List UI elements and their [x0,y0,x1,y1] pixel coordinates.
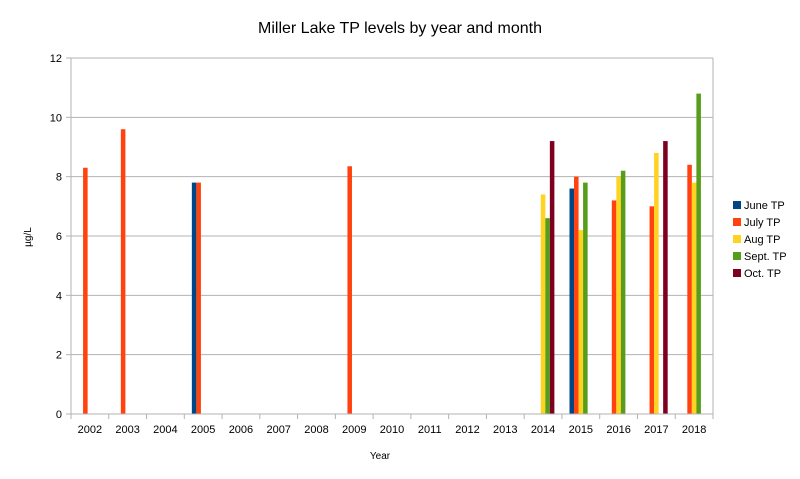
bar-june-tp [191,182,197,414]
x-tick-label: 2007 [266,424,290,436]
y-tick-label: 0 [56,409,62,421]
bar-july-tp [83,167,88,414]
x-tick-label: 2002 [78,424,102,436]
bar-aug-tp [578,230,584,414]
legend-label: Sept. TP [744,251,787,263]
bar-sept-tp [583,182,588,414]
axes [66,57,714,419]
x-tick-label: 2003 [115,424,139,436]
bar-aug-tp [654,152,659,414]
legend: June TP July TP Aug TP Sept. TP Oct. TP [733,200,787,280]
legend-swatch [733,218,741,226]
x-tick-label: 2017 [644,424,668,436]
bar-july-tp [687,164,692,414]
legend-label: Oct. TP [744,268,781,280]
bar-june-tp [569,188,575,414]
x-tick-label: 2010 [380,424,404,436]
legend-swatch [733,269,741,277]
x-tick-label: 2012 [455,424,479,436]
legend-label: June TP [744,200,785,212]
x-tick-label: 2004 [153,424,177,436]
y-tick-label: 10 [50,112,62,124]
y-tick-label: 12 [50,53,62,65]
legend-swatch [733,201,741,209]
bar-july-tp [120,129,126,414]
y-tick-label: 8 [56,172,62,184]
x-tick-label: 2013 [493,424,517,436]
bar-aug-tp [540,194,546,414]
y-tick-label: 4 [56,290,62,302]
gridlines [71,57,713,415]
legend-swatch [733,235,741,243]
x-tick-label: 2018 [682,424,706,436]
chart-title: Miller Lake TP levels by year and month [258,20,542,37]
legend-label: July TP [744,217,780,229]
x-tick-label: 2011 [418,424,442,436]
x-tick-label: 2005 [191,424,215,436]
x-tick-label: 2009 [342,424,366,436]
x-tick-label: 2014 [531,424,555,436]
bar-sept-tp [620,170,626,414]
bar-sept-tp [696,93,701,414]
bar-oct-tp [663,141,668,415]
bar-july-tp [196,182,201,414]
bar-sept-tp [545,218,550,414]
y-tick-labels: 0 2 4 6 8 10 12 [50,53,62,421]
y-tick-label: 6 [56,231,62,243]
bar-july-tp [649,206,655,414]
y-axis-label: µg/L [23,227,34,247]
x-axis-label: Year [370,451,391,462]
bar-oct-tp [549,141,555,415]
bar-july-tp [347,166,352,414]
x-tick-labels: 2002 2003 2004 2005 2006 2007 2008 2009 2010 2011… [78,424,707,436]
bar-july-tp [574,176,579,414]
legend-swatch [733,252,741,260]
x-tick-label: 2008 [304,424,328,436]
bar-aug-tp [616,176,621,414]
bar-july-tp [611,200,617,414]
bar-aug-tp [691,182,697,414]
y-tick-label: 2 [56,350,62,362]
x-tick-label: 2015 [569,424,593,436]
legend-label: Aug TP [744,234,781,246]
x-tick-label: 2016 [606,424,630,436]
x-tick-label: 2006 [229,424,253,436]
bars [83,93,701,415]
